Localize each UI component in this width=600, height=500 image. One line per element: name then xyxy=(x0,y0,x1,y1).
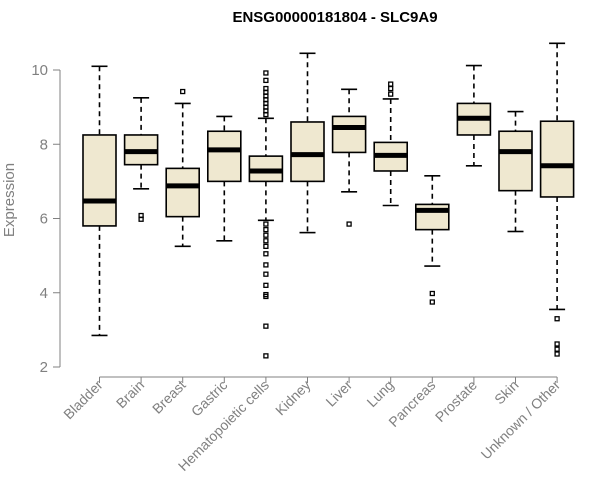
outlier-point xyxy=(263,232,269,238)
outlier-point xyxy=(554,346,560,352)
outlier-point xyxy=(263,221,269,227)
box-breast xyxy=(165,88,200,248)
outlier-point xyxy=(263,238,269,244)
outlier-point xyxy=(263,251,269,257)
box-unknown-other xyxy=(539,42,575,357)
box-kidney xyxy=(290,52,325,234)
outlier-point xyxy=(429,299,435,305)
y-axis-label: Expression xyxy=(1,163,18,237)
x-tick-label: Prostate xyxy=(432,377,480,425)
box-bladder xyxy=(82,65,117,337)
outlier-point xyxy=(263,323,269,329)
outlier-point xyxy=(263,262,269,268)
iqr-box xyxy=(331,115,367,154)
axes: 2 4 6 8 10 xyxy=(31,62,558,383)
outlier-point xyxy=(388,81,394,87)
outlier-point xyxy=(263,271,269,277)
chart-title: ENSG00000181804 - SLC9A9 xyxy=(232,9,437,26)
x-tick-label: Kidney xyxy=(272,377,314,419)
y-tick-label: 6 xyxy=(40,211,48,228)
outlier-point xyxy=(388,85,394,92)
box-prostate xyxy=(456,64,492,167)
y-tick-label: 4 xyxy=(40,285,48,302)
box-hematopoietic-cells xyxy=(248,70,284,359)
outlier-point xyxy=(263,226,269,233)
iqr-box xyxy=(82,134,117,227)
box-liver xyxy=(331,88,367,227)
iqr-box xyxy=(290,121,325,183)
outlier-point xyxy=(554,341,560,347)
outlier-point xyxy=(263,282,269,288)
x-tick-label: Brain xyxy=(113,377,147,411)
outlier-point xyxy=(346,221,352,227)
box-lung xyxy=(373,81,409,207)
x-tick-label: Unknown / Other xyxy=(478,377,564,463)
box-pancreas xyxy=(414,175,450,305)
outlier-point xyxy=(554,351,560,357)
outlier-point xyxy=(429,290,435,297)
x-tick-label: Skin xyxy=(491,377,522,408)
outlier-point xyxy=(554,316,560,322)
x-tick-label: Liver xyxy=(322,377,355,410)
outlier-point xyxy=(138,212,144,219)
box-skin xyxy=(498,110,533,233)
outlier-point xyxy=(263,353,269,359)
outlier-point xyxy=(263,111,269,118)
iqr-box xyxy=(207,130,242,183)
iqr-box xyxy=(498,130,533,192)
outlier-point xyxy=(388,91,394,97)
outlier-point xyxy=(263,70,269,76)
iqr-box xyxy=(539,120,575,198)
box-brain xyxy=(123,97,159,222)
box-gastric xyxy=(207,115,242,242)
outlier-point xyxy=(263,293,269,300)
outlier-point xyxy=(180,88,186,95)
y-tick-label: 10 xyxy=(31,62,48,79)
y-tick-label: 8 xyxy=(40,136,48,153)
outlier-point xyxy=(263,77,269,84)
y-tick-label: 2 xyxy=(40,359,48,376)
boxes xyxy=(82,42,575,359)
outlier-point xyxy=(263,243,269,249)
x-tick-label: Bladder xyxy=(60,377,106,423)
x-tick-label: Lung xyxy=(363,377,396,410)
x-tick-label: Breast xyxy=(149,377,189,417)
iqr-box xyxy=(165,167,200,218)
